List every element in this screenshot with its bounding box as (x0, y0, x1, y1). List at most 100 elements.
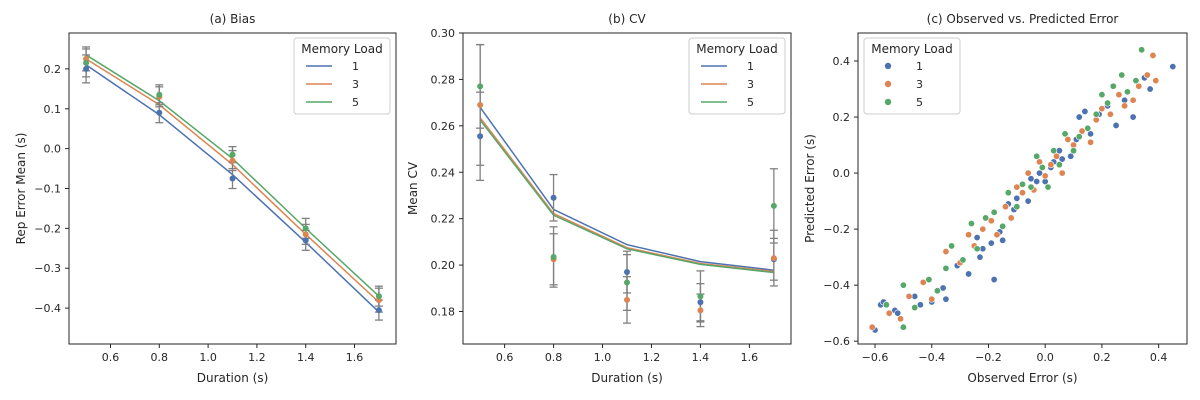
y-tick-label: −0.2 (34, 222, 61, 235)
scatter-point-load-3 (1129, 96, 1137, 104)
scatter-point-load-1 (1058, 155, 1066, 163)
x-tick-label: 1.6 (346, 351, 364, 364)
scatter-point-load-1 (942, 295, 950, 303)
scatter-point-load-3 (1013, 183, 1021, 191)
scatter-point-load-3 (1135, 82, 1143, 90)
y-tick-label: 0.0 (44, 143, 62, 156)
scatter-point-load-1 (1075, 113, 1083, 121)
legend-marker-load-5 (884, 98, 892, 106)
scatter-point-load-5 (990, 208, 998, 216)
scatter-point-load-3 (1036, 158, 1044, 166)
x-tick-label: 0.6 (496, 351, 514, 364)
legend-box (688, 37, 786, 115)
scatter-point-load-5 (1038, 163, 1046, 171)
fit-line-load-3 (479, 117, 774, 273)
data-point-load-1 (550, 194, 557, 201)
scatter-point-load-1 (965, 270, 973, 278)
scatter-point-load-3 (1143, 71, 1151, 79)
x-tick-label: 1.6 (741, 351, 759, 364)
data-point-load-5 (624, 279, 630, 286)
y-tick-label: 0.20 (431, 259, 456, 272)
legend: Memory Load 1 3 5 (863, 37, 961, 115)
legend-marker-load-1 (884, 62, 892, 70)
legend-title: Memory Load (301, 42, 382, 56)
y-tick-label: −0.4 (34, 302, 61, 315)
legend-label: 3 (352, 78, 359, 91)
scatter-point-load-1 (990, 276, 998, 284)
scatter-point-load-5 (1138, 46, 1146, 54)
scatter-point-load-3 (1047, 161, 1055, 169)
scatter-point-load-1 (1033, 177, 1041, 185)
x-tick-label: 1.2 (643, 351, 661, 364)
data-point-load-5 (550, 253, 557, 260)
x-tick-label: 1.0 (594, 351, 612, 364)
scatter-point-load-3 (1007, 214, 1015, 222)
legend-label: 3 (747, 78, 754, 91)
x-tick-label: 0.2 (1093, 351, 1111, 364)
scatter-point-load-3 (1115, 91, 1123, 99)
data-layer (476, 43, 778, 328)
legend: Memory Load 1 3 5 (293, 37, 391, 115)
x-axis-label: Duration (s) (591, 371, 663, 385)
data-point-load-5 (83, 59, 90, 66)
x-tick-label: 0.0 (1036, 351, 1054, 364)
data-point-load-1 (156, 109, 163, 116)
scatter-point-load-5 (1109, 82, 1117, 90)
scatter-point-load-5 (1013, 203, 1021, 211)
scatter-point-load-5 (959, 256, 967, 264)
scatter-point-load-5 (1098, 91, 1106, 99)
scatter-point-load-5 (1055, 161, 1063, 169)
scatter-point-load-3 (1149, 51, 1157, 59)
scatter-point-load-5 (1033, 152, 1041, 160)
data-point-load-5 (302, 225, 309, 232)
legend-label: 5 (352, 96, 359, 109)
x-tick-label: 0.4 (1150, 351, 1168, 364)
data-point-load-5 (156, 91, 163, 98)
scatter-point-load-3 (979, 225, 987, 233)
legend-box (863, 37, 961, 115)
scatter-point-load-1 (1036, 169, 1044, 177)
x-tick-label: 1.4 (692, 351, 710, 364)
y-tick-label: −0.6 (823, 335, 850, 348)
data-point-load-1 (302, 237, 309, 244)
scatter-point-load-3 (868, 323, 876, 331)
chart-panel-1: (a) Bias Duration (s) Rep Error Mean (s) 0.… (14, 12, 397, 385)
scatter-point-load-3 (1152, 77, 1160, 85)
scatter-point-load-1 (894, 309, 902, 317)
scatter-point-load-3 (897, 315, 905, 323)
fit-line-load-1 (479, 106, 774, 271)
scatter-point-load-5 (899, 281, 907, 289)
scatter-point-load-3 (1098, 105, 1106, 113)
y-tick-label: 0.0 (833, 167, 851, 180)
y-tick-label: 0.1 (44, 103, 62, 116)
scatter-point-load-3 (919, 278, 927, 286)
scatter-point-load-3 (942, 248, 950, 256)
x-tick-label: 1.4 (297, 351, 315, 364)
y-tick-label: −0.3 (34, 262, 61, 275)
scatter-point-load-5 (942, 264, 950, 272)
legend-label: 5 (747, 96, 754, 109)
scatter-point-load-3 (1041, 172, 1049, 180)
data-point-load-3 (624, 296, 630, 303)
scatter-point-load-3 (1024, 169, 1032, 177)
x-tick-label: 0.8 (151, 351, 169, 364)
legend-marker-load-3 (884, 80, 892, 88)
scatter-point-load-5 (1027, 183, 1035, 191)
x-axis-label: Observed Error (s) (967, 371, 1077, 385)
data-point-load-3 (697, 307, 704, 314)
scatter-point-load-5 (999, 222, 1007, 230)
scatter-point-load-3 (928, 295, 936, 303)
data-point-load-3 (229, 157, 236, 164)
chart-title: (c) Observed vs. Predicted Error (927, 12, 1119, 26)
data-point-load-5 (697, 293, 704, 300)
scatter-point-load-1 (939, 284, 947, 292)
legend-box (293, 37, 391, 115)
scatter-point-load-1 (1146, 85, 1154, 93)
scatter-point-load-5 (1050, 147, 1058, 155)
data-point-load-1 (229, 175, 236, 182)
scatter-point-load-5 (1104, 99, 1112, 107)
legend-label: 5 (916, 96, 923, 109)
data-point-load-1 (83, 65, 90, 72)
data-point-load-5 (477, 83, 484, 90)
